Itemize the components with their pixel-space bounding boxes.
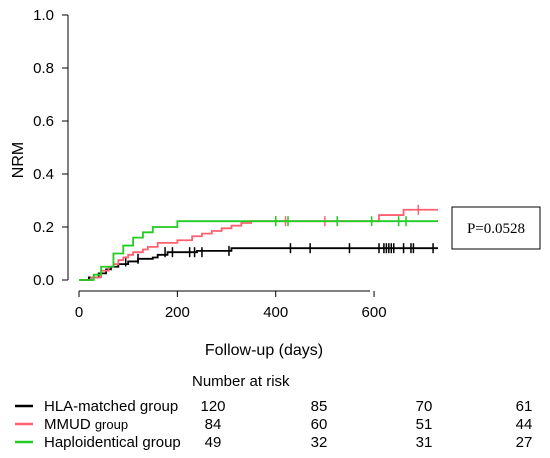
- risk-table-rows: HLA-matched group 120 85 70 61 MMUD group 84 60…: [15, 398, 532, 451]
- y-axis-title: NRM: [10, 142, 27, 178]
- risk-row-label-main: Haploidentical group: [44, 434, 181, 451]
- y-tick-label: 0.0: [33, 272, 54, 289]
- risk-row: HLA-matched group 120 85 70 61: [15, 398, 532, 415]
- risk-count: 61: [516, 398, 533, 415]
- x-tick-label: 0: [75, 304, 83, 321]
- risk-row-label: MMUD group: [44, 416, 128, 433]
- risk-count: 60: [311, 416, 328, 433]
- risk-count: 120: [200, 398, 225, 415]
- risk-count: 31: [416, 434, 433, 451]
- risk-count: 32: [311, 434, 328, 451]
- risk-row-label: Haploidentical group: [44, 434, 181, 451]
- risk-table: Number at risk HLA-matched group 120 85 70 6…: [15, 373, 532, 451]
- risk-count: 84: [205, 416, 222, 433]
- y-axis-ticks: 0.0 0.2 0.4 0.6 0.8 1.0: [33, 7, 68, 289]
- risk-count: 49: [205, 434, 222, 451]
- haploidentical-group-curve: [79, 220, 438, 281]
- risk-count: 85: [311, 398, 328, 415]
- x-axis-ticks: 0 200 400 600: [75, 291, 387, 321]
- p-value-text: P=0.0528: [467, 221, 525, 237]
- risk-row-label: HLA-matched group: [44, 398, 178, 415]
- risk-count: 44: [516, 416, 533, 433]
- plot-area: 0.0 0.2 0.4 0.6 0.8 1.0 0 200 400 600 NRM Follow…: [10, 7, 438, 359]
- risk-count: 70: [416, 398, 433, 415]
- risk-row-label-suffix: group: [95, 417, 128, 432]
- risk-count: 51: [416, 416, 433, 433]
- x-tick-label: 600: [362, 304, 387, 321]
- risk-row: Haploidentical group 49 32 31 27: [15, 434, 532, 451]
- y-tick-label: 0.6: [33, 113, 54, 130]
- risk-row: MMUD group 84 60 51 44: [15, 416, 532, 433]
- survival-curves: [79, 204, 438, 281]
- y-tick-label: 0.8: [33, 60, 54, 77]
- hla-matched-group-curve: [79, 247, 438, 281]
- x-tick-label: 200: [165, 304, 190, 321]
- y-tick-label: 0.2: [33, 219, 54, 236]
- y-tick-label: 0.4: [33, 166, 54, 183]
- x-tick-label: 400: [263, 304, 288, 321]
- risk-row-label-main: MMUD: [44, 416, 95, 433]
- y-tick-label: 1.0: [33, 7, 54, 24]
- x-axis-title: Follow-up (days): [205, 342, 323, 359]
- p-value-frame: [451, 206, 541, 250]
- risk-count: 27: [516, 434, 533, 451]
- p-value-box: P=0.0528: [451, 206, 541, 250]
- risk-row-label-main: HLA-matched group: [44, 398, 178, 415]
- risk-table-title: Number at risk: [192, 373, 290, 390]
